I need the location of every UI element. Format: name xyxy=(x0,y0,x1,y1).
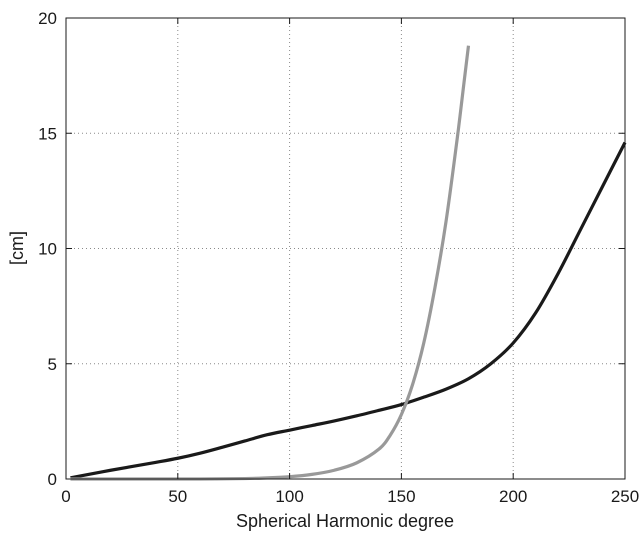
plot-area xyxy=(66,18,625,479)
y-tick-label: 10 xyxy=(38,240,57,259)
x-tick-label: 200 xyxy=(499,487,527,506)
y-tick-label: 20 xyxy=(38,9,57,28)
x-tick-label: 50 xyxy=(168,487,187,506)
x-tick-label: 150 xyxy=(387,487,415,506)
series-line-black xyxy=(70,141,627,480)
y-tick-label: 0 xyxy=(48,470,57,489)
axis-ticks: 0 50 100 150 200 250 0 5 10 15 20 xyxy=(38,9,639,506)
y-tick-label: 5 xyxy=(48,355,57,374)
grid-lines xyxy=(66,18,625,479)
x-tick-label: 250 xyxy=(611,487,639,506)
x-axis-label: Spherical Harmonic degree xyxy=(236,511,454,531)
y-tick-label: 15 xyxy=(38,124,57,143)
x-tick-label: 100 xyxy=(275,487,303,506)
x-tick-label: 0 xyxy=(61,487,70,506)
y-axis-label: [cm] xyxy=(7,231,27,265)
